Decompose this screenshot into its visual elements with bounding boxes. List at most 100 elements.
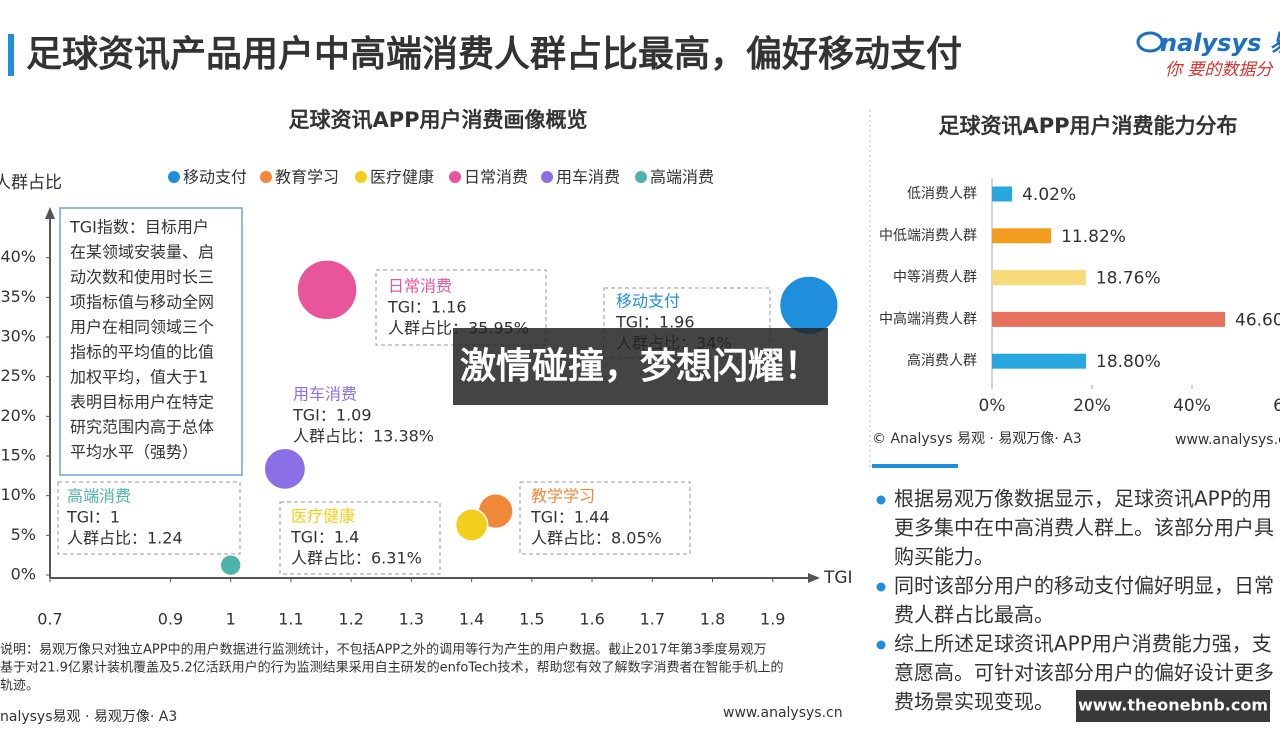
y-tick-label: 高消费人群: [907, 352, 977, 369]
bubble: [454, 508, 489, 542]
bar: [992, 270, 1086, 286]
y-tick-label: 低消费人群: [907, 186, 977, 202]
legend-label: 用车消费: [556, 168, 620, 187]
chart-title: 足球资讯APP用户消费能力分布: [938, 114, 1237, 138]
y-tick-label: 10%: [0, 485, 36, 504]
y-tick-label: 30%: [0, 327, 36, 346]
note-box: [59, 207, 243, 476]
bullet-text: 同时该部分用户的移动支付偏好明显，日常: [894, 574, 1274, 598]
annotation-tgi: TGI：1.44: [530, 508, 610, 527]
x-tick-label: 1.2: [338, 610, 363, 629]
note-line: 表明目标用户在特定: [70, 393, 214, 412]
x-tick-label: 0.9: [158, 610, 183, 629]
y-axis-label: 人群占比: [0, 173, 62, 193]
title-accent: [8, 34, 14, 76]
y-tick-label: 15%: [0, 446, 36, 465]
annotation-title: 教学学习: [531, 487, 595, 506]
annotation-title: 高端消费: [67, 487, 131, 506]
annotation-share: 人群占比：6.31%: [291, 549, 422, 568]
value-label: 46.60%: [1235, 310, 1280, 330]
bullet-text: 综上所述足球资讯APP用户消费能力强，支: [894, 632, 1272, 656]
x-tick-label: 40%: [1173, 396, 1211, 416]
bullet-text: 根据易观万像数据显示，足球资讯APP的用: [894, 487, 1272, 511]
y-tick-label: 20%: [0, 406, 36, 425]
y-tick-label: 40%: [0, 247, 36, 266]
source-url: www.analysys.cn: [723, 705, 843, 721]
bullet-text: 费人群占比最高。: [894, 603, 1054, 627]
y-tick-label: 中低端消费人群: [879, 228, 977, 244]
watermark-text: www.theonebnb.com: [1078, 696, 1268, 715]
legend-label: 高端消费: [650, 168, 714, 187]
annotation-tgi: TGI：1.16: [387, 298, 467, 317]
annotation-share: 人群占比：8.05%: [531, 529, 662, 548]
y-axis-arrow: [45, 207, 55, 219]
bubble: [219, 553, 242, 577]
footnote: 基于对21.9亿累计装机覆盖及5.2亿活跃用户的行为监测结果采用自主研发的enf…: [0, 660, 784, 676]
source: © Analysys 易观 · 易观万像· A3: [872, 431, 1082, 447]
x-axis-arrow: [808, 573, 820, 583]
divider-accent: [872, 464, 958, 468]
bullet-dot: [876, 582, 886, 592]
y-tick-label: 5%: [11, 525, 36, 544]
x-tick-label: 1: [226, 610, 236, 629]
bar: [992, 228, 1052, 244]
note-line: 指标的平均值的比值: [70, 343, 214, 362]
annotation-box: [279, 501, 441, 575]
slogan: 你 要的数据分: [1165, 60, 1274, 80]
note-line: 动次数和使用时长三: [70, 268, 214, 287]
legend-swatch: [449, 171, 461, 183]
x-tick-label: 1.6: [579, 610, 604, 629]
annotation-tgi: TGI：1.4: [290, 528, 359, 547]
value-label: 4.02%: [1022, 185, 1076, 205]
bubble: [778, 275, 839, 336]
note-line: 项指标值与移动全网: [70, 293, 214, 312]
chart-title: 足球资讯APP用户消费画像概览: [288, 108, 587, 132]
x-tick-label: 1.8: [700, 610, 725, 629]
y-tick-label: 中等消费人群: [893, 269, 977, 286]
value-label: 18.76%: [1096, 269, 1161, 289]
note-line: 加权平均，值大于1: [70, 368, 208, 387]
annotation-title: 用车消费: [293, 385, 357, 404]
footnote: 轨迹。: [0, 679, 39, 694]
watermark-box: [1076, 690, 1270, 722]
annotation-box: [519, 481, 691, 555]
bubble: [263, 447, 307, 491]
legend-swatch: [168, 171, 180, 183]
y-tick-label: 0%: [11, 565, 36, 584]
annotation-title: 医疗健康: [291, 507, 355, 526]
legend-label: 医疗健康: [370, 168, 434, 187]
legend-swatch: [541, 171, 553, 183]
bubble: [296, 259, 358, 321]
legend-label: 日常消费: [464, 168, 528, 187]
bullet-text: 购买能力。: [894, 545, 994, 569]
footnote: 说明：易观万像只对独立APP中的用户数据进行监测统计，不包括APP之外的调用等行…: [0, 642, 767, 658]
legend-swatch: [635, 171, 647, 183]
source-url: www.analysys.cn: [1175, 432, 1280, 448]
bullet-dot: [876, 495, 886, 505]
x-tick-label: 20%: [1073, 396, 1111, 416]
x-tick-label: 1.7: [640, 610, 665, 629]
logo-mark: [1136, 31, 1164, 53]
y-tick-label: 25%: [0, 366, 36, 385]
annotation-box: [57, 481, 241, 555]
annotation-share: 人群占比：1.24: [67, 529, 183, 548]
note-line: 平均水平（强势）: [70, 443, 198, 462]
x-tick-label: 1.1: [278, 610, 303, 629]
annotation-tgi: TGI：1.96: [615, 313, 695, 332]
x-tick-label: 1.3: [399, 610, 424, 629]
bar: [992, 353, 1086, 369]
annotation-title: 日常消费: [388, 277, 452, 296]
value-label: 11.82%: [1061, 227, 1126, 247]
value-label: 18.80%: [1096, 352, 1161, 372]
legend-label: 教育学习: [275, 168, 339, 187]
logo: nalysys 易: [1160, 29, 1280, 57]
legend-swatch: [355, 171, 367, 183]
bullet-dot: [876, 640, 886, 650]
note-line: 用户在相同领域三个: [70, 318, 214, 337]
overlay-text: 激情碰撞，梦想闪耀！: [460, 346, 820, 387]
note-line: 在某领域安装量、启: [70, 243, 214, 262]
x-tick-label: 1.9: [760, 610, 785, 629]
annotation-share: 人群占比：13.38%: [293, 427, 434, 446]
annotation-tgi: TGI：1: [66, 508, 120, 527]
x-tick-label: 1.4: [459, 610, 484, 629]
